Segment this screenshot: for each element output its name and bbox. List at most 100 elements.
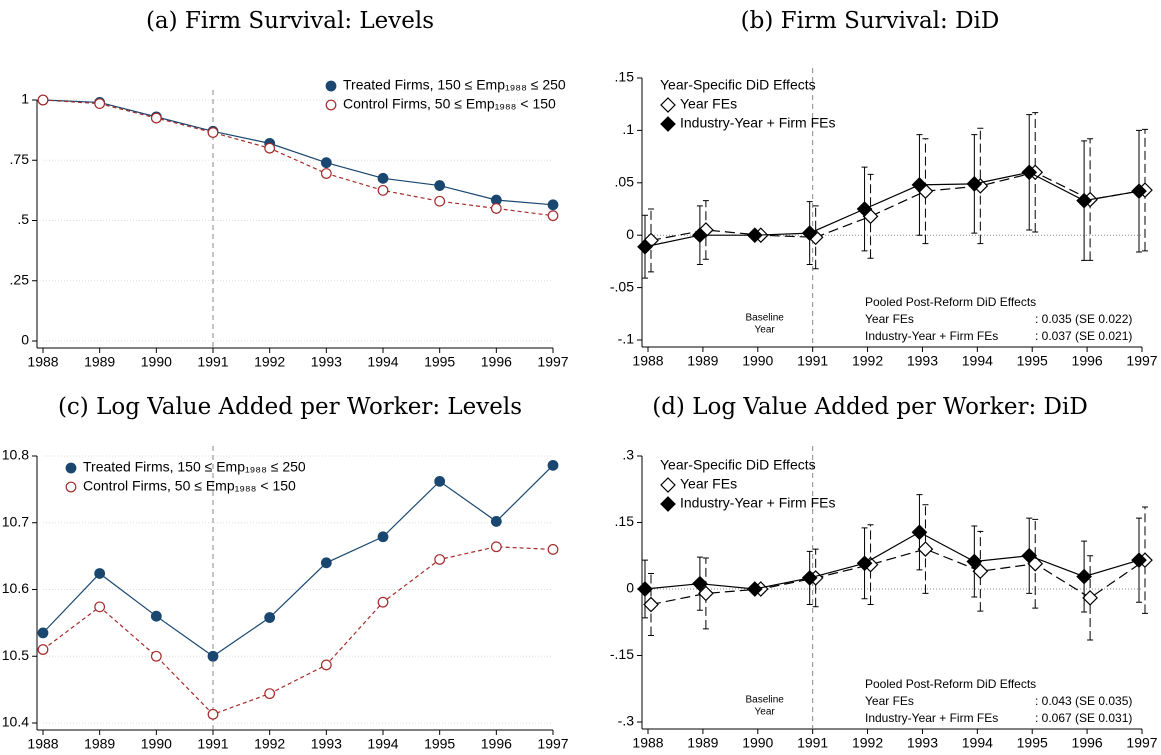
x-tick-label: 1993	[311, 736, 342, 752]
x-tick-label: 1997	[1126, 735, 1157, 751]
marker	[966, 175, 983, 192]
series-line	[42, 99, 554, 217]
x-tick-label: 1993	[907, 353, 938, 369]
x-tick-label: 1997	[1126, 353, 1157, 369]
marker	[264, 612, 276, 623]
y-tick-label: 10.6	[2, 580, 29, 596]
marker	[150, 610, 162, 622]
marker	[490, 541, 502, 553]
marker	[320, 157, 332, 169]
y-tick-label: .5	[17, 211, 29, 227]
y-tick-label: -.1	[618, 331, 635, 347]
marker	[911, 177, 928, 193]
legend-marker	[65, 481, 77, 493]
x-tick-label: 1990	[141, 354, 172, 370]
marker	[637, 238, 653, 255]
x-tick-label: 1989	[687, 353, 718, 369]
x-tick-label: 1991	[797, 735, 828, 751]
marker	[434, 195, 446, 207]
x-tick-label: 1994	[367, 736, 398, 752]
panel-title: (c) Log Value Added per Worker: Levels	[58, 394, 522, 420]
marker	[643, 596, 659, 613]
marker	[917, 541, 934, 557]
baseline-label: Baseline	[745, 313, 784, 324]
x-tick-label: 1991	[197, 736, 228, 752]
x-tick-label: 1992	[852, 735, 883, 751]
legend-label: Industry-Year + Firm FEs	[680, 115, 835, 131]
marker	[434, 475, 446, 487]
marker	[547, 459, 559, 471]
y-tick-label: 10.4	[2, 714, 29, 730]
x-tick-label: 1990	[742, 735, 773, 751]
legend-marker	[660, 116, 676, 132]
legend-title: Year-Specific DiD Effects	[660, 457, 816, 473]
marker	[377, 531, 389, 543]
x-tick-label: 1996	[481, 736, 512, 752]
legend-marker	[65, 462, 77, 474]
x-tick-label: 1994	[962, 353, 993, 369]
y-tick-label: .75	[10, 151, 30, 167]
annotation-value: : 0.043 (SE 0.035)	[1035, 694, 1132, 708]
marker	[698, 585, 714, 602]
marker	[150, 650, 162, 662]
x-tick-label: 1994	[962, 735, 993, 751]
marker	[1131, 552, 1147, 569]
x-tick-label: 1992	[254, 354, 285, 370]
x-tick-label: 1994	[367, 354, 398, 370]
x-tick-label: 1993	[907, 735, 938, 751]
y-tick-label: 0	[626, 226, 634, 242]
x-tick-label: 1988	[27, 354, 58, 370]
y-tick-label: .15	[615, 513, 635, 529]
marker	[434, 180, 446, 191]
y-tick-label: .15	[615, 69, 635, 85]
marker	[320, 168, 332, 179]
legend-marker	[660, 97, 676, 113]
series-line	[42, 99, 554, 206]
x-tick-label: 1989	[687, 735, 718, 751]
series-line	[650, 171, 1146, 242]
marker	[966, 553, 983, 570]
marker	[547, 210, 559, 222]
y-tick-label: 10.7	[2, 513, 29, 529]
series-line	[644, 171, 1140, 248]
y-tick-label: 10.5	[2, 647, 29, 663]
x-tick-label: 1989	[84, 354, 115, 370]
x-tick-label: 1992	[254, 736, 285, 752]
marker	[856, 555, 873, 572]
marker	[37, 627, 49, 639]
marker	[547, 199, 559, 211]
annotation-value: : 0.035 (SE 0.022)	[1035, 312, 1132, 326]
marker	[547, 544, 559, 555]
series-line	[42, 546, 554, 716]
marker	[801, 225, 818, 241]
baseline-label: Year	[755, 707, 776, 718]
error-bar	[702, 557, 709, 630]
marker	[1076, 192, 1092, 209]
annotation-label: Year FEs	[865, 694, 914, 708]
series-line	[650, 548, 1146, 606]
x-tick-label: 1990	[742, 353, 773, 369]
legend-label: Treated Firms, 150 ≤ Emp₁₉₈₈ ≤ 250	[343, 77, 566, 93]
x-tick-label: 1990	[141, 736, 172, 752]
legend-marker	[660, 477, 676, 493]
annotation-label: Industry-Year + Firm FEs	[865, 329, 998, 343]
marker	[94, 601, 106, 613]
x-tick-label: 1991	[197, 354, 228, 370]
marker	[692, 227, 708, 244]
marker	[207, 650, 219, 662]
marker	[801, 570, 818, 586]
x-tick-label: 1996	[481, 354, 512, 370]
marker	[1021, 547, 1038, 564]
y-tick-label: 10.8	[2, 447, 29, 463]
marker	[911, 524, 928, 541]
annotation-label: Industry-Year + Firm FEs	[865, 711, 998, 725]
marker	[264, 688, 276, 700]
x-tick-label: 1997	[537, 354, 568, 370]
y-tick-label: 0	[21, 332, 29, 348]
x-tick-label: 1988	[632, 735, 663, 751]
x-tick-label: 1995	[1017, 353, 1048, 369]
legend-label: Year FEs	[680, 476, 737, 492]
y-tick-label: 0	[626, 580, 634, 596]
marker	[320, 557, 332, 569]
